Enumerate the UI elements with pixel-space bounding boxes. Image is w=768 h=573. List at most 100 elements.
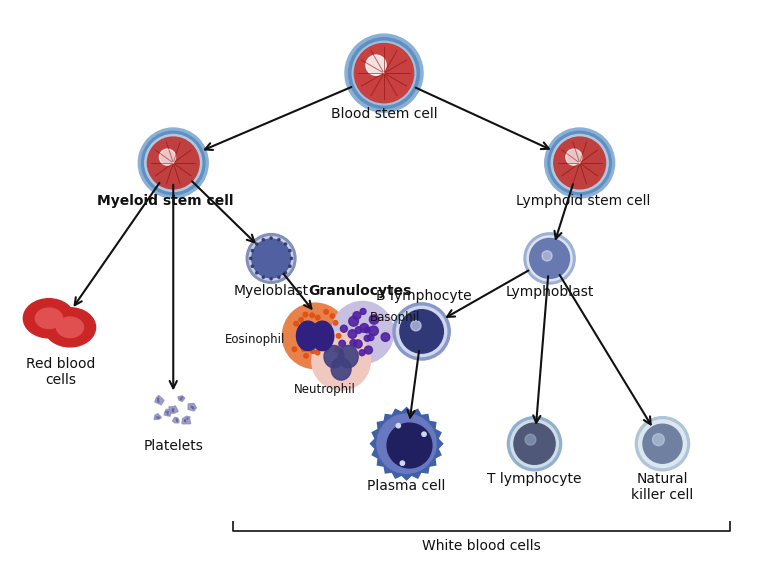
Ellipse shape (284, 272, 286, 274)
Ellipse shape (377, 414, 436, 473)
Ellipse shape (368, 335, 374, 340)
FancyArrowPatch shape (74, 183, 160, 305)
Polygon shape (370, 407, 442, 480)
FancyArrowPatch shape (205, 87, 351, 150)
Ellipse shape (270, 237, 272, 239)
Ellipse shape (157, 398, 159, 399)
Ellipse shape (381, 333, 389, 342)
Ellipse shape (324, 347, 329, 351)
Ellipse shape (548, 131, 611, 195)
Ellipse shape (400, 461, 405, 465)
Ellipse shape (310, 349, 315, 354)
Ellipse shape (147, 137, 199, 189)
Ellipse shape (635, 417, 690, 471)
Ellipse shape (251, 249, 253, 252)
Text: Granulocytes: Granulocytes (309, 284, 412, 298)
Polygon shape (178, 396, 184, 401)
Ellipse shape (57, 317, 84, 337)
FancyArrowPatch shape (408, 351, 419, 418)
Ellipse shape (643, 424, 682, 463)
Ellipse shape (369, 315, 379, 324)
Ellipse shape (310, 330, 321, 342)
Polygon shape (164, 409, 171, 416)
Ellipse shape (262, 276, 264, 278)
Text: T lymphocyte: T lymphocyte (487, 472, 582, 486)
Ellipse shape (524, 233, 575, 284)
Ellipse shape (251, 265, 253, 268)
Ellipse shape (393, 303, 450, 360)
Text: Platelets: Platelets (144, 439, 204, 453)
Ellipse shape (278, 276, 280, 278)
Polygon shape (182, 417, 190, 424)
Ellipse shape (187, 418, 188, 419)
Ellipse shape (349, 38, 419, 108)
Ellipse shape (514, 423, 555, 464)
Ellipse shape (299, 317, 303, 322)
Polygon shape (188, 403, 197, 411)
Ellipse shape (554, 137, 606, 189)
Ellipse shape (335, 348, 339, 352)
FancyArrowPatch shape (533, 276, 548, 423)
Ellipse shape (184, 420, 185, 421)
Text: Plasma cell: Plasma cell (367, 479, 445, 493)
Ellipse shape (508, 417, 561, 471)
Ellipse shape (545, 128, 614, 198)
Ellipse shape (330, 313, 335, 318)
Ellipse shape (542, 251, 552, 261)
Ellipse shape (173, 411, 174, 412)
Ellipse shape (303, 312, 308, 317)
Ellipse shape (360, 324, 369, 332)
Ellipse shape (262, 238, 264, 241)
Ellipse shape (191, 406, 192, 407)
Ellipse shape (422, 432, 426, 437)
Ellipse shape (387, 423, 432, 468)
Ellipse shape (354, 44, 414, 103)
Ellipse shape (141, 131, 205, 195)
Text: B lymphocyte: B lymphocyte (376, 289, 472, 303)
Ellipse shape (365, 346, 372, 354)
Ellipse shape (396, 423, 400, 428)
Ellipse shape (158, 401, 159, 402)
Ellipse shape (310, 313, 314, 317)
Ellipse shape (364, 327, 370, 333)
Ellipse shape (296, 333, 301, 338)
Ellipse shape (294, 321, 299, 326)
Ellipse shape (23, 299, 74, 338)
Ellipse shape (247, 234, 296, 283)
Ellipse shape (566, 149, 582, 165)
Ellipse shape (311, 321, 334, 351)
Ellipse shape (256, 243, 258, 245)
Polygon shape (169, 406, 178, 413)
Text: Blood stem cell: Blood stem cell (331, 107, 437, 121)
Ellipse shape (138, 128, 208, 198)
FancyArrowPatch shape (415, 88, 549, 149)
Ellipse shape (350, 340, 356, 346)
Ellipse shape (551, 135, 608, 191)
Ellipse shape (324, 309, 329, 314)
Ellipse shape (145, 135, 202, 191)
Ellipse shape (324, 346, 344, 368)
Polygon shape (173, 417, 179, 423)
Ellipse shape (312, 331, 370, 390)
Ellipse shape (331, 358, 351, 380)
Polygon shape (154, 414, 161, 419)
Ellipse shape (270, 278, 272, 280)
Ellipse shape (256, 272, 258, 274)
Ellipse shape (364, 335, 370, 342)
Ellipse shape (302, 347, 306, 351)
Text: Eosinophil: Eosinophil (225, 333, 285, 346)
Ellipse shape (345, 34, 423, 112)
Ellipse shape (349, 316, 359, 326)
FancyArrowPatch shape (170, 185, 177, 388)
Ellipse shape (35, 308, 62, 328)
Ellipse shape (353, 41, 415, 105)
Ellipse shape (292, 347, 296, 351)
Text: Natural
killer cell: Natural killer cell (631, 472, 694, 502)
FancyArrowPatch shape (447, 270, 528, 317)
Ellipse shape (639, 420, 687, 468)
Text: Neutrophil: Neutrophil (294, 383, 356, 397)
Ellipse shape (250, 257, 252, 260)
FancyArrowPatch shape (192, 181, 254, 242)
Ellipse shape (290, 257, 293, 260)
Ellipse shape (192, 407, 193, 408)
